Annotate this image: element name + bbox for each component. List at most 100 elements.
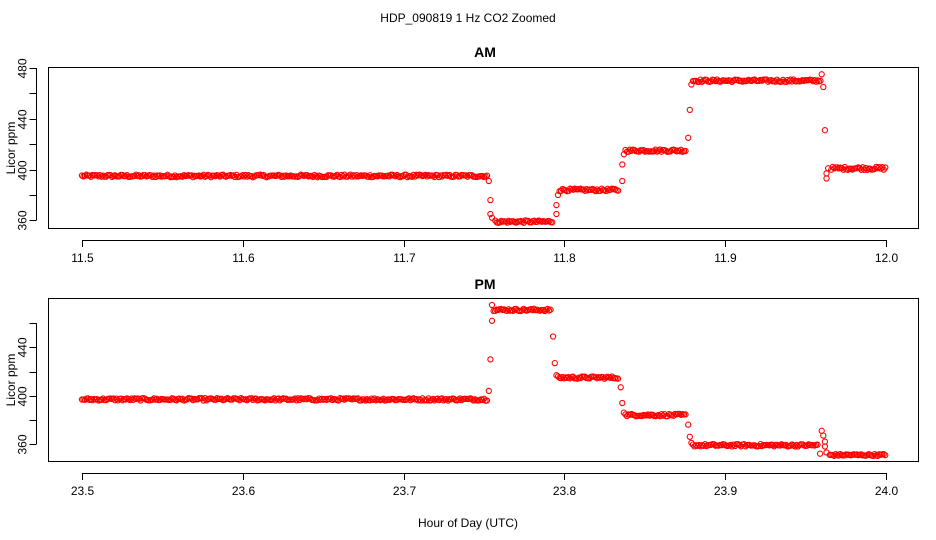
pm-data-point [188,395,195,402]
pm-data-point [455,396,462,403]
am-transition-point [619,177,626,185]
am-data-point [170,173,177,181]
pm-transition-point [686,433,693,440]
pm-data-point [450,395,458,402]
pm-data-point [503,307,511,315]
pm-data-point [607,374,614,381]
pm-data-point [81,396,89,403]
pm-data-point [179,395,186,402]
pm-data-point [360,396,368,403]
am-data-point [707,78,715,85]
pm-data-point [695,441,703,449]
am-data-points [78,71,889,226]
am-y-axis-label: Licor ppm [4,122,18,175]
am-data-point [131,172,138,180]
pm-y-tick-label: 400 [16,386,30,406]
am-data-point [248,172,255,180]
pm-y-axis-label: Licor ppm [4,354,18,407]
pm-transition-point [688,439,695,447]
pm-data-point [835,452,842,459]
pm-x-tick-label: 23.9 [714,484,738,498]
pm-data-point [736,441,743,449]
pm-data-point [89,396,96,404]
pm-data-point [644,411,652,418]
am-transition-point [823,175,830,182]
am-data-point [534,218,541,225]
am-data-point [339,173,347,180]
am-transition-point [619,161,626,168]
am-y-tick-label: 360 [16,210,30,230]
pm-transition-point [821,443,829,450]
am-data-point [156,172,164,179]
am-data-point [366,172,374,179]
am-transition-point [553,201,560,209]
pm-data-point [362,397,369,404]
am-transition-point [686,106,693,114]
am-data-point [580,186,587,193]
pm-data-point [98,396,105,403]
pm-data-point [870,452,877,460]
pm-transition-point [488,317,496,324]
am-data-point [658,148,665,155]
pm-transition-point [549,333,557,340]
am-data-point [206,172,213,179]
am-x-tick-label: 11.5 [71,251,94,265]
am-data-point [150,172,158,179]
pm-data-point [557,374,565,382]
pm-data-point [282,395,290,402]
pm-data-point [614,375,622,382]
am-x-tick-label: 11.9 [714,251,737,265]
am-data-point [525,217,532,225]
pm-data-point [500,306,508,313]
am-axes: 11.5 11.6 11.7 11.8 11.9 12.0 360 400 440 480 [16,58,899,265]
am-data-point [429,172,437,179]
am-data-point [583,186,590,193]
am-data-point [864,166,871,173]
am-transition-point [485,177,492,185]
pm-data-point [566,375,574,382]
am-transition-point [820,83,827,91]
am-transition-point [821,127,829,134]
pm-data-point [252,395,260,402]
pm-x-tick-label: 23.6 [232,484,256,498]
am-data-point [650,147,658,155]
am-data-point [862,164,869,172]
am-data-point [772,78,779,85]
pm-data-point [183,396,191,403]
am-data-point [116,173,123,180]
pm-data-point [122,396,129,403]
am-data-point [392,173,399,180]
pm-data-point [776,442,784,449]
pm-data-point [831,452,838,459]
am-x-tick-label: 11.7 [393,251,416,265]
pm-y-tick-label: 440 [16,337,30,357]
am-data-point [712,77,719,85]
am-transition-point [824,165,832,172]
am-data-point [604,185,611,192]
am-transition-point [553,210,560,218]
pm-data-point [544,305,551,313]
am-data-point [764,78,772,85]
pm-data-point [294,395,302,402]
pm-data-point [99,395,107,402]
pm-data-point [434,395,441,402]
am-data-point [502,218,509,225]
am-data-point [483,172,491,179]
pm-data-point [599,373,607,381]
pm-transition-point [620,409,628,416]
am-data-point [410,171,417,179]
pm-transition-point [685,421,692,428]
pm-data-point [369,396,377,404]
am-data-point [138,172,146,180]
am-data-point [817,77,824,84]
pm-data-point [793,441,800,449]
am-plot-frame [48,67,919,229]
pm-plot-frame [48,298,919,462]
pm-transition-point [820,432,827,439]
pm-data-point [479,396,486,404]
am-y-tick-label: 400 [16,160,30,180]
am-data-point [188,172,195,179]
pm-data-point [529,306,536,314]
am-data-point [365,173,372,181]
